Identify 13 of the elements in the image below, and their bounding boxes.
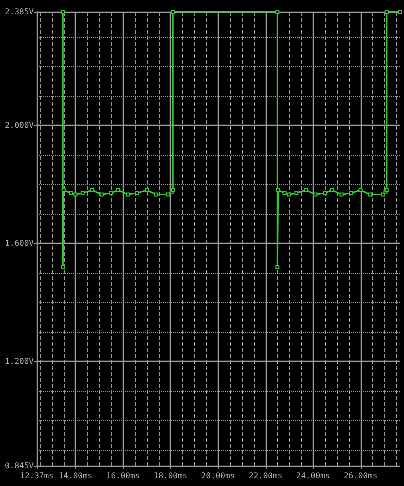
- x-tick-label: 16.00ms: [106, 472, 140, 480]
- y-tick-label: 0.845V: [5, 462, 34, 470]
- y-tick-label: 1.200V: [5, 356, 34, 366]
- y-tick-label: 1.600V: [5, 238, 34, 248]
- x-tick-label: 22.00ms: [248, 472, 283, 480]
- y-tick-label: 2.000V: [5, 121, 34, 130]
- x-tick-label: 24.00ms: [296, 472, 330, 480]
- x-tick-label: 12.37ms: [20, 472, 54, 480]
- x-tick-label: 14.00ms: [58, 472, 93, 480]
- x-tick-label: 26.00ms: [344, 472, 378, 480]
- x-tick-label: 20.00ms: [201, 472, 236, 480]
- y-tick-label: 2.385V: [5, 8, 34, 16]
- x-tick-label: 18.00ms: [154, 472, 188, 480]
